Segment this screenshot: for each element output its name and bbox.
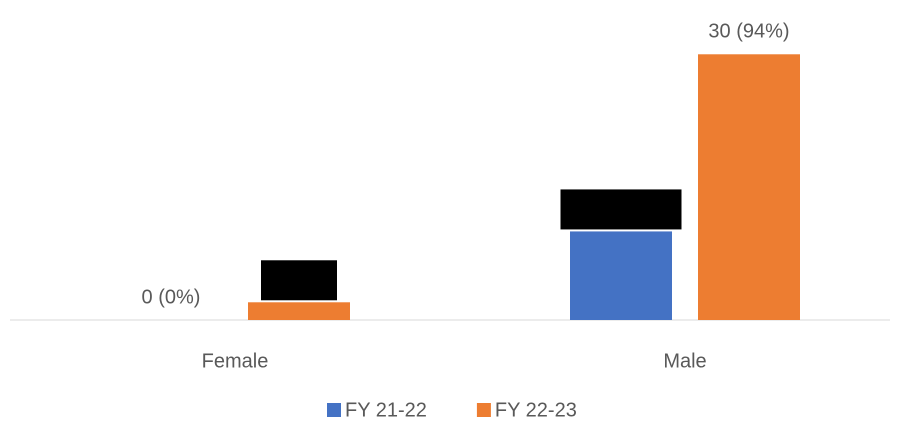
- x-tick-label: Female: [202, 350, 269, 372]
- redacted-label: [261, 260, 337, 301]
- bar: [570, 231, 672, 320]
- data-label: 30 (94%): [708, 21, 789, 43]
- legend-swatch: [476, 403, 491, 417]
- bar: [698, 54, 800, 321]
- x-tick-label: Male: [663, 350, 706, 372]
- bar: [248, 302, 350, 320]
- legend-label: FY 21-22: [345, 399, 427, 421]
- redacted-label: [560, 189, 682, 230]
- legend-label: FY 22-23: [495, 399, 577, 421]
- data-label: 0 (0%): [142, 286, 201, 308]
- legend-swatch: [327, 403, 341, 417]
